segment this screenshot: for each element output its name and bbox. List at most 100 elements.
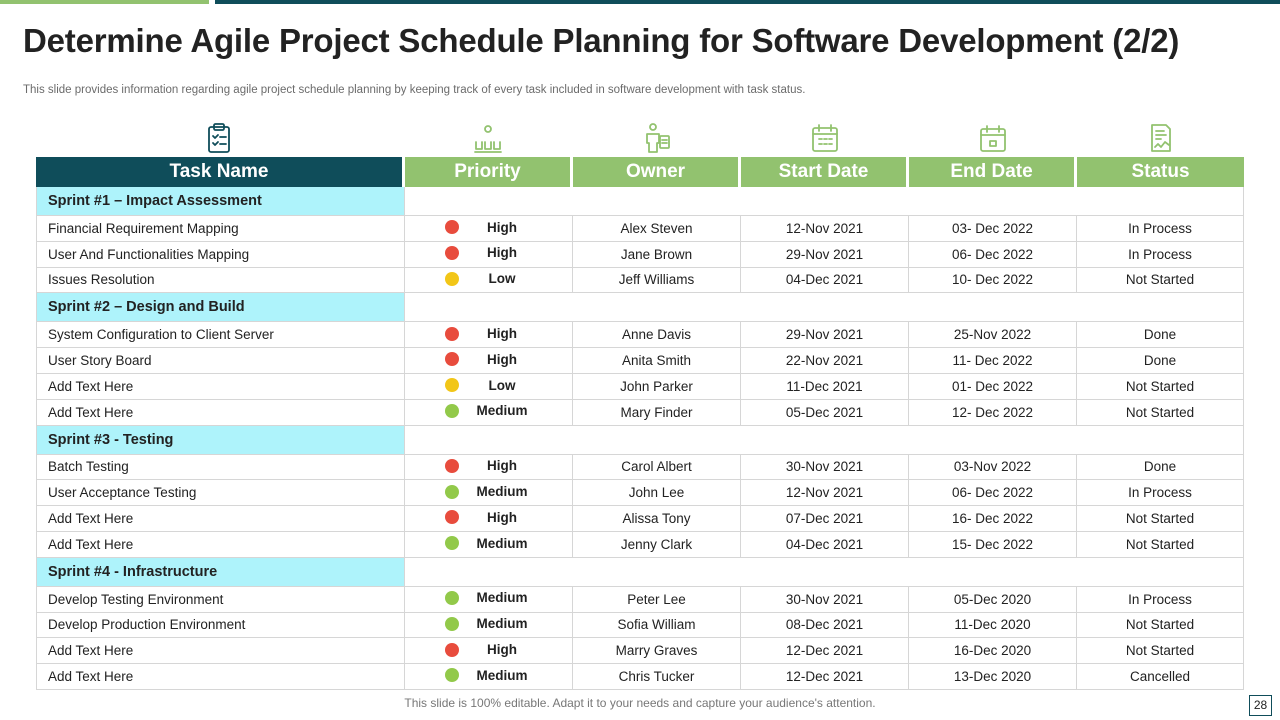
end-date-cell: 15- Dec 2022 <box>909 531 1077 558</box>
status-report-icon <box>1146 122 1176 154</box>
header-status: Status <box>1077 157 1244 187</box>
sprint-row: Sprint #4 - Infrastructure <box>36 557 1244 587</box>
end-date-cell: 25-Nov 2022 <box>909 322 1077 349</box>
top-accent-bar-green <box>0 0 209 4</box>
owner-cell: John Parker <box>573 373 741 400</box>
table-row: Develop Production Environment Medium Sofi… <box>36 612 1244 639</box>
priority-label: High <box>487 326 517 342</box>
table-row: Issues Resolution Low Jeff Williams 04-Dec … <box>36 267 1244 294</box>
table-row: User And Functionalities Mapping High Jane… <box>36 241 1244 268</box>
header-start-date: Start Date <box>741 157 909 187</box>
status-cell: In Process <box>1077 216 1244 242</box>
start-date-cell: 29-Nov 2021 <box>741 322 909 349</box>
table-row: Add Text Here Medium Chris Tucker 12-Dec 20… <box>36 664 1244 690</box>
table-row: Develop Testing Environment Medium Peter L… <box>36 586 1244 613</box>
owner-cell: Peter Lee <box>573 586 741 613</box>
owner-cell: Alissa Tony <box>573 506 741 532</box>
priority-label: High <box>487 642 517 657</box>
priority-label: Medium <box>476 403 528 419</box>
status-cell: Not Started <box>1077 267 1244 294</box>
start-date-cell: 12-Dec 2021 <box>741 638 909 665</box>
slide-title: Determine Agile Project Schedule Plannin… <box>23 22 1180 59</box>
start-date-cell: 07-Dec 2021 <box>741 506 909 532</box>
priority-label: High <box>487 509 517 525</box>
start-date-cell: 11-Dec 2021 <box>741 373 909 400</box>
status-cell: In Process <box>1077 241 1244 268</box>
task-name-cell: Add Text Here <box>36 664 405 690</box>
priority-indicator-dot <box>444 484 459 499</box>
status-cell: Done <box>1077 454 1244 481</box>
priority-label: Medium <box>476 590 528 606</box>
table-body: Sprint #1 – Impact Assessment Financial R… <box>36 187 1244 690</box>
sprint-row: Sprint #2 – Design and Build <box>36 293 1244 323</box>
task-name-cell: Financial Requirement Mapping <box>36 216 405 242</box>
end-date-cell: 03-Nov 2022 <box>909 454 1077 481</box>
table-row: Add Text Here High Alissa Tony 07-Dec 2021 1… <box>36 506 1244 532</box>
calendar-end-icon <box>978 122 1008 154</box>
table-row: Add Text Here Medium Jenny Clark 04-Dec 202… <box>36 531 1244 558</box>
task-name-cell: System Configuration to Client Server <box>36 322 405 349</box>
status-cell: Not Started <box>1077 399 1244 426</box>
header-task-name: Task Name <box>36 157 405 187</box>
task-name-cell: Add Text Here <box>36 399 405 426</box>
priority-indicator-dot <box>444 271 459 286</box>
start-date-cell: 22-Nov 2021 <box>741 348 909 374</box>
priority-cell: Low <box>405 373 573 400</box>
priority-cell: High <box>405 322 573 349</box>
priority-indicator-dot <box>444 642 459 657</box>
priority-indicator-dot <box>444 326 459 341</box>
start-date-cell: 05-Dec 2021 <box>741 399 909 426</box>
column-icons-row <box>0 122 1280 156</box>
owner-cell: Carol Albert <box>573 454 741 481</box>
end-date-cell: 11- Dec 2022 <box>909 348 1077 374</box>
page-number: 28 <box>1249 695 1272 716</box>
owner-cell: Mary Finder <box>573 399 741 426</box>
task-name-cell: User Story Board <box>36 348 405 374</box>
status-cell: Not Started <box>1077 531 1244 558</box>
start-date-cell: 12-Nov 2021 <box>741 480 909 507</box>
end-date-cell: 10- Dec 2022 <box>909 267 1077 294</box>
sprint-label: Sprint #1 – Impact Assessment <box>36 187 405 216</box>
priority-indicator-dot <box>444 378 459 393</box>
priority-indicator-dot <box>444 668 459 683</box>
priority-label: Medium <box>476 616 528 632</box>
end-date-cell: 11-Dec 2020 <box>909 612 1077 639</box>
owner-cell: Anne Davis <box>573 322 741 349</box>
end-date-cell: 03- Dec 2022 <box>909 216 1077 242</box>
owner-cell: John Lee <box>573 480 741 507</box>
status-cell: Not Started <box>1077 612 1244 639</box>
owner-cell: Sofia William <box>573 612 741 639</box>
sprint-label: Sprint #4 - Infrastructure <box>36 557 405 587</box>
schedule-table: Task Name Priority Owner Start Date End … <box>36 157 1244 690</box>
status-cell: Not Started <box>1077 373 1244 400</box>
priority-label: Low <box>488 377 516 393</box>
footer-note: This slide is 100% editable. Adapt it to… <box>404 696 876 710</box>
table-row: Add Text Here High Marry Graves 12-Dec 2021… <box>36 638 1244 665</box>
priority-label: Medium <box>476 535 528 551</box>
team-icon <box>473 122 503 154</box>
table-row: Batch Testing High Carol Albert 30-Nov 2021… <box>36 454 1244 481</box>
priority-cell: Medium <box>405 664 573 690</box>
start-date-cell: 04-Dec 2021 <box>741 267 909 294</box>
priority-cell: High <box>405 454 573 481</box>
priority-label: High <box>487 245 517 261</box>
priority-cell: Medium <box>405 480 573 507</box>
priority-indicator-dot <box>444 458 459 473</box>
priority-indicator-dot <box>444 245 459 260</box>
priority-cell: Medium <box>405 399 573 426</box>
start-date-cell: 08-Dec 2021 <box>741 612 909 639</box>
owner-icon <box>642 122 672 154</box>
table-row: System Configuration to Client Server Hig… <box>36 322 1244 349</box>
priority-indicator-dot <box>444 220 459 235</box>
priority-indicator-dot <box>444 616 459 631</box>
header-end-date: End Date <box>909 157 1077 187</box>
task-name-cell: Add Text Here <box>36 506 405 532</box>
owner-cell: Chris Tucker <box>573 664 741 690</box>
end-date-cell: 06- Dec 2022 <box>909 241 1077 268</box>
status-cell: Not Started <box>1077 506 1244 532</box>
sprint-row-spacer <box>405 293 1244 323</box>
sprint-row-spacer <box>405 187 1244 216</box>
status-cell: Done <box>1077 322 1244 349</box>
slide-subtitle: This slide provides information regardin… <box>23 84 806 96</box>
table-row: User Story Board High Anita Smith 22-Nov 20… <box>36 348 1244 374</box>
